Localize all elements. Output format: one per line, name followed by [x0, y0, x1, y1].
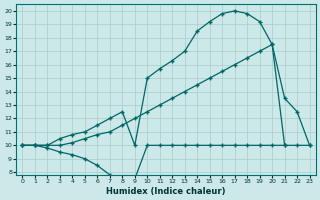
X-axis label: Humidex (Indice chaleur): Humidex (Indice chaleur)	[106, 187, 226, 196]
